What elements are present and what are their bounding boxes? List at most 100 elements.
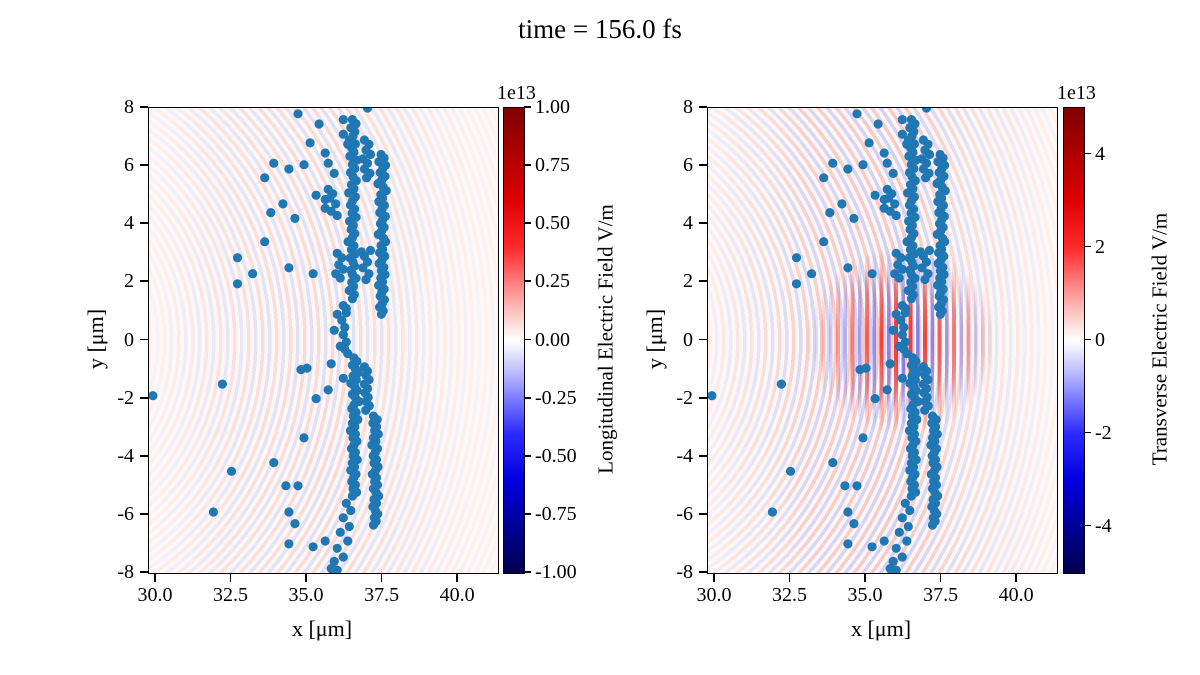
colorbar-tick-mark [1084, 245, 1091, 248]
y-tick-label: -4 [676, 444, 693, 467]
y-tick-mark [699, 571, 707, 573]
scatter-point [376, 309, 386, 319]
transverse-colorbar [1063, 107, 1085, 574]
scatter-point [269, 158, 279, 168]
scatter-point [248, 269, 258, 279]
scatter-point [368, 520, 379, 530]
scatter-point [308, 269, 318, 279]
scatter-point [338, 264, 348, 274]
scatter-point [299, 433, 309, 443]
scatter-point [320, 148, 330, 158]
scatter-point [345, 151, 355, 161]
y-tick-label: 0 [683, 328, 693, 351]
x-tick-mark [713, 574, 715, 582]
colorbar-tick-mark [524, 106, 531, 108]
y-tick-mark [699, 396, 707, 399]
scatter-point [828, 158, 838, 168]
x-tick-label: 37.5 [364, 584, 400, 606]
scatter-point [849, 519, 859, 529]
y-tick-label: -2 [676, 386, 693, 409]
scatter-point [897, 115, 907, 125]
x-tick-label: 32.5 [212, 584, 248, 606]
scatter-point [358, 263, 368, 273]
scatter-point [807, 269, 817, 279]
y-tick-label: -8 [117, 561, 134, 583]
scatter-point [900, 337, 910, 347]
scatter-point [897, 373, 907, 383]
scatter-point [903, 188, 913, 198]
colorbar-tick-label: -2 [1095, 421, 1112, 444]
x-tick-label: 32.5 [771, 584, 807, 606]
x-tick-label: 30.0 [137, 584, 173, 606]
scatter-point [879, 536, 889, 546]
scatter-point [819, 173, 829, 183]
scatter-point [885, 564, 895, 573]
scatter-point [890, 199, 900, 209]
scatter-point [896, 315, 906, 325]
scatter-point [920, 405, 930, 415]
scatter-point [899, 322, 909, 332]
scatter-point [266, 208, 276, 218]
colorbar-tick-mark [524, 396, 531, 399]
scatter-point [858, 160, 868, 170]
scatter-point [888, 325, 898, 335]
scatter-point [921, 108, 932, 113]
scatter-point [888, 168, 898, 178]
scatter-point [326, 564, 336, 573]
scatter-point [894, 273, 904, 283]
scatter-point [887, 189, 897, 199]
scatter-point [897, 301, 907, 311]
scatter-point [332, 543, 342, 553]
y-tick-mark [140, 571, 148, 573]
scatter-point [335, 273, 345, 283]
scatter-point [329, 168, 339, 178]
scatter-point [269, 458, 279, 468]
y-tick-mark [140, 338, 148, 341]
y-tick-mark [140, 280, 148, 283]
y-tick-label: -2 [117, 386, 134, 409]
x-tick-mark [229, 574, 232, 582]
scatter-point [903, 521, 913, 532]
scatter-point [326, 359, 336, 369]
scatter-point [341, 337, 351, 347]
scatter-point [293, 481, 303, 491]
scatter-point [346, 505, 356, 516]
y-tick-mark [699, 454, 707, 457]
scatter-point [314, 119, 324, 129]
scatter-point [843, 539, 853, 549]
scatter-point [852, 109, 862, 119]
scatter-point [776, 379, 786, 389]
colorbar-tick-mark [1084, 431, 1091, 434]
transverse-colorbar-offset: 1e13 [1057, 82, 1096, 104]
scatter-point [870, 190, 880, 200]
axes-transverse [707, 107, 1058, 574]
y-tick-label: 6 [683, 154, 693, 177]
colorbar-tick-label: 0.50 [535, 212, 570, 235]
scatter-point [344, 188, 354, 198]
scatter-point [347, 294, 357, 304]
y-tick-label: 2 [683, 270, 693, 293]
colorbar-tick-mark [1084, 152, 1091, 155]
scatter-point [329, 325, 339, 335]
scatter-point [328, 189, 338, 199]
scatter-point [837, 199, 847, 209]
scatter-point [260, 237, 270, 247]
scatter-point [284, 507, 294, 517]
scatter-point [906, 294, 916, 304]
x-tick-mark [788, 574, 791, 582]
longitudinal-colorbar-offset: 1e13 [497, 82, 536, 104]
scatter-point [299, 160, 309, 170]
x-tick-mark [380, 574, 383, 582]
y-tick-label: 4 [124, 212, 134, 235]
scatter-point [843, 263, 853, 273]
x-axis-label-left: x [μm] [291, 616, 353, 641]
scatter-point [843, 507, 853, 517]
x-tick-mark [1015, 574, 1017, 582]
x-tick-mark [939, 574, 942, 582]
y-tick-label: 0 [124, 328, 134, 351]
scatter-point [232, 279, 243, 289]
scatter-point [891, 210, 901, 221]
scatter-point [320, 536, 330, 546]
scatter-point [290, 519, 300, 529]
